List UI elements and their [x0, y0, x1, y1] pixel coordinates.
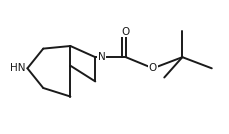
Text: O: O [122, 27, 130, 37]
Text: N: N [98, 52, 105, 62]
Text: HN: HN [10, 63, 26, 73]
Text: O: O [149, 63, 157, 73]
